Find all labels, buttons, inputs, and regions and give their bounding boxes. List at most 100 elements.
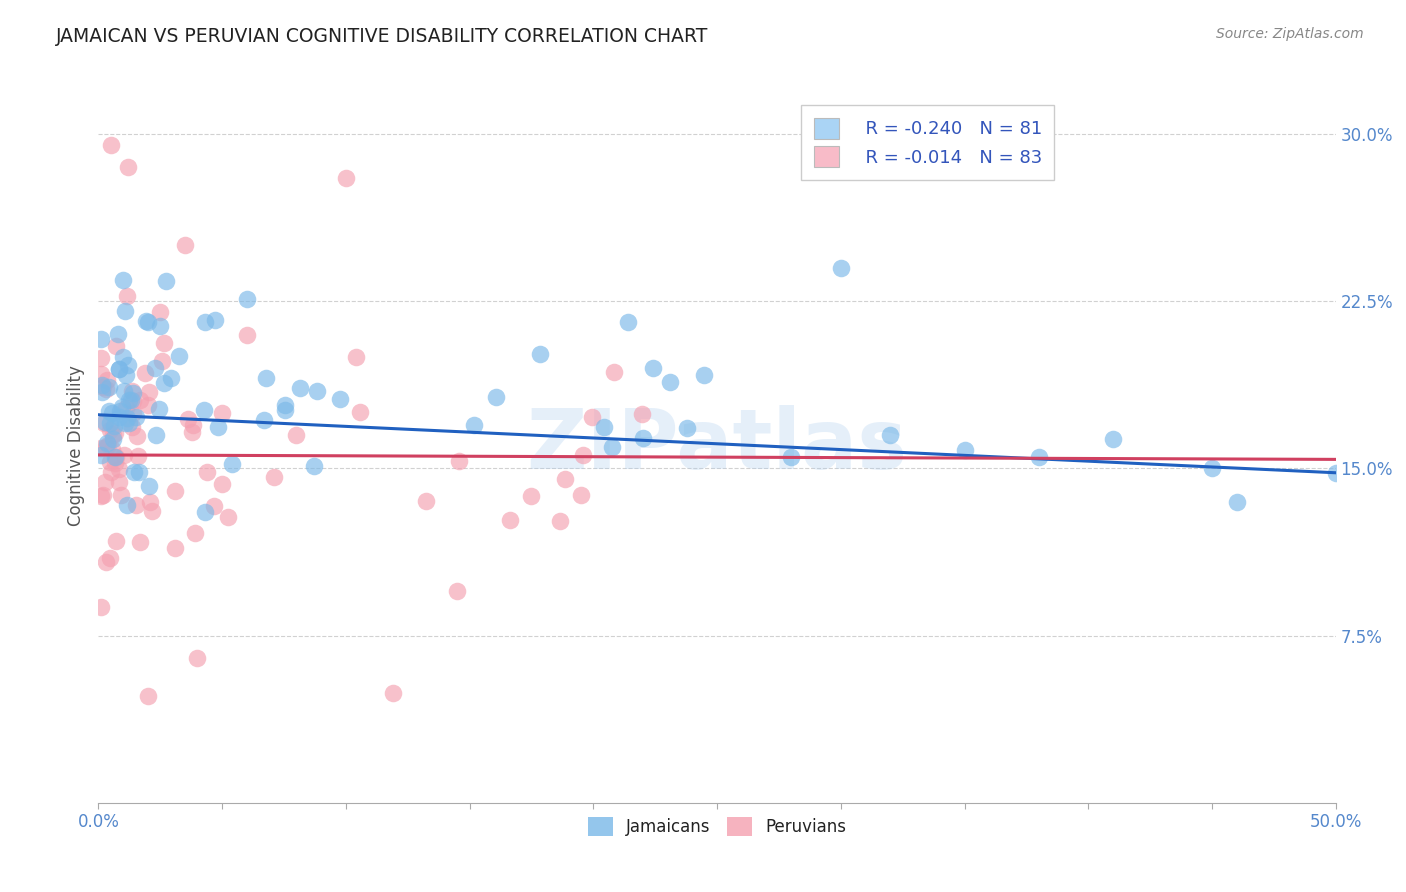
- Point: [128, 392, 150, 407]
- Point: [96, 373, 118, 387]
- Point: [202, 499, 225, 513]
- Point: [115, 289, 138, 303]
- Point: [114, 401, 136, 415]
- Point: [104, 456, 127, 470]
- Point: [121, 419, 143, 434]
- Point: [138, 479, 160, 493]
- Point: [207, 420, 229, 434]
- Point: [94, 440, 117, 454]
- Point: [105, 534, 128, 549]
- Point: [485, 390, 508, 404]
- Point: [120, 392, 142, 407]
- Point: [114, 304, 136, 318]
- Point: [90, 351, 112, 365]
- Point: [112, 384, 135, 398]
- Point: [675, 421, 697, 435]
- Point: [90, 384, 112, 399]
- Point: [194, 505, 217, 519]
- Point: [111, 273, 134, 287]
- Point: [111, 400, 134, 414]
- Point: [236, 292, 259, 306]
- Point: [152, 376, 174, 390]
- Point: [128, 466, 150, 480]
- Point: [641, 360, 664, 375]
- Point: [554, 471, 576, 485]
- Point: [90, 449, 112, 463]
- Point: [571, 448, 593, 462]
- Point: [169, 349, 191, 363]
- Point: [91, 380, 114, 394]
- Point: [830, 260, 852, 275]
- Point: [274, 398, 297, 412]
- Point: [211, 406, 233, 420]
- Point: [165, 483, 187, 498]
- Point: [1226, 494, 1249, 508]
- Point: [104, 426, 127, 441]
- Point: [100, 455, 122, 469]
- Point: [91, 377, 114, 392]
- Point: [631, 431, 654, 445]
- Point: [98, 416, 121, 430]
- Point: [160, 371, 183, 385]
- Point: [100, 137, 122, 152]
- Point: [335, 171, 357, 186]
- Point: [90, 441, 112, 455]
- Point: [184, 526, 207, 541]
- Point: [180, 425, 202, 440]
- Point: [254, 371, 277, 385]
- Point: [121, 394, 143, 409]
- Point: [285, 427, 308, 442]
- Point: [103, 419, 125, 434]
- Point: [90, 489, 112, 503]
- Point: [1028, 450, 1050, 464]
- Text: JAMAICAN VS PERUVIAN COGNITIVE DISABILITY CORRELATION CHART: JAMAICAN VS PERUVIAN COGNITIVE DISABILIT…: [56, 27, 709, 45]
- Point: [195, 465, 218, 479]
- Point: [141, 503, 163, 517]
- Point: [98, 550, 121, 565]
- Point: [600, 441, 623, 455]
- Point: [105, 338, 128, 352]
- Point: [90, 368, 112, 382]
- Point: [658, 375, 681, 389]
- Point: [446, 583, 468, 598]
- Point: [463, 417, 485, 432]
- Point: [263, 469, 285, 483]
- Point: [125, 409, 148, 424]
- Point: [145, 428, 167, 442]
- Point: [101, 427, 124, 442]
- Point: [112, 448, 135, 462]
- Point: [114, 368, 136, 383]
- Point: [134, 366, 156, 380]
- Point: [136, 315, 159, 329]
- Point: [96, 436, 118, 450]
- Point: [127, 428, 149, 442]
- Point: [288, 381, 311, 395]
- Point: [143, 361, 166, 376]
- Point: [94, 475, 117, 489]
- Point: [274, 402, 297, 417]
- Point: [101, 406, 124, 420]
- Point: [415, 494, 437, 508]
- Point: [90, 332, 112, 346]
- Point: [149, 318, 172, 333]
- Point: [127, 449, 149, 463]
- Point: [100, 423, 122, 437]
- Point: [593, 420, 616, 434]
- Point: [193, 403, 215, 417]
- Point: [307, 384, 329, 399]
- Text: Source: ZipAtlas.com: Source: ZipAtlas.com: [1216, 27, 1364, 41]
- Point: [569, 488, 592, 502]
- Point: [163, 541, 186, 556]
- Point: [548, 514, 571, 528]
- Point: [108, 361, 131, 376]
- Point: [94, 555, 117, 569]
- Point: [110, 488, 132, 502]
- Point: [138, 384, 160, 399]
- Point: [122, 465, 145, 479]
- Point: [211, 476, 233, 491]
- Point: [117, 161, 139, 175]
- Point: [93, 416, 115, 430]
- Point: [94, 415, 117, 429]
- Point: [97, 380, 120, 394]
- Point: [194, 315, 217, 329]
